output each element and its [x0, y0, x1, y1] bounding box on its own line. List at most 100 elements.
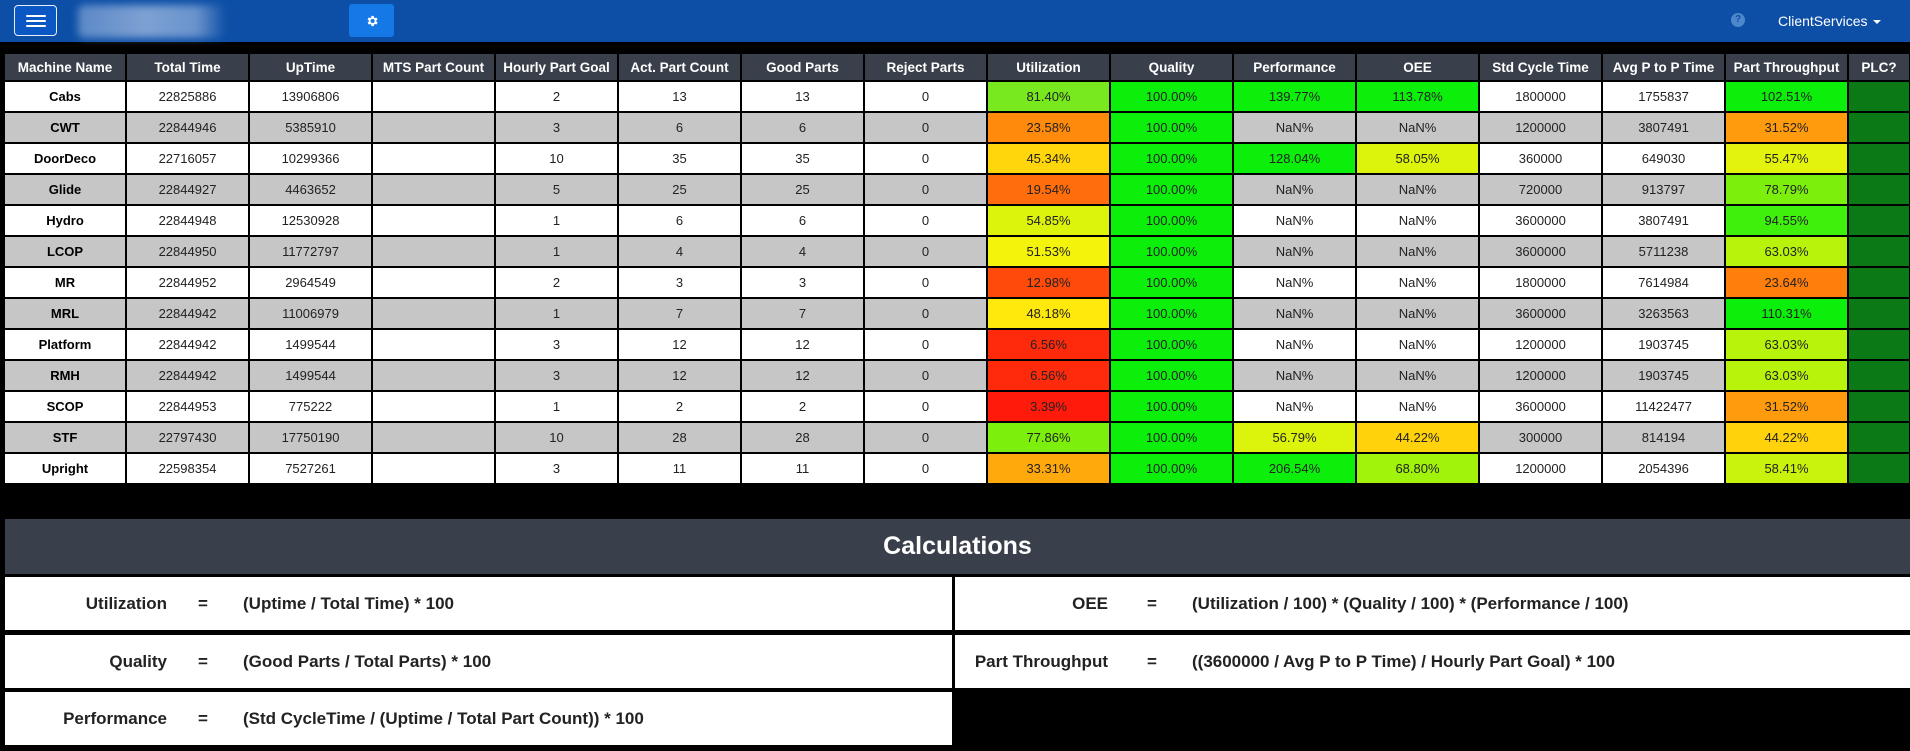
- machine-name-cell: SCOP: [5, 392, 125, 421]
- table-row: CWT 22844946 5385910 3 6 6 0 23.58% 100.00% NaN% N…: [5, 113, 1909, 142]
- machine-name-cell: Upright: [5, 454, 125, 483]
- uptime-cell: 17750190: [250, 423, 371, 452]
- column-header: Avg P to P Time: [1603, 54, 1724, 80]
- oee-cell: 68.80%: [1357, 454, 1478, 483]
- performance-cell: NaN%: [1234, 392, 1355, 421]
- user-menu-label: ClientServices: [1778, 13, 1868, 29]
- settings-button[interactable]: [349, 4, 394, 37]
- avg-p-to-p-time-cell: 814194: [1603, 423, 1724, 452]
- performance-cell: 56.79%: [1234, 423, 1355, 452]
- part-throughput-cell: 102.51%: [1726, 82, 1847, 111]
- reject-parts-cell: 0: [865, 454, 986, 483]
- quality-cell: 100.00%: [1111, 299, 1232, 328]
- performance-cell: NaN%: [1234, 206, 1355, 235]
- total-time-cell: 22844927: [127, 175, 248, 204]
- act-part-count-cell: 6: [619, 113, 740, 142]
- oee-cell: NaN%: [1357, 268, 1478, 297]
- mts-part-count-cell: [373, 423, 494, 452]
- uptime-cell: 4463652: [250, 175, 371, 204]
- reject-parts-cell: 0: [865, 423, 986, 452]
- oee-cell: NaN%: [1357, 113, 1478, 142]
- performance-cell: NaN%: [1234, 268, 1355, 297]
- calc-part-throughput: Part Throughput = ((3600000 / Avg P to P…: [955, 635, 1910, 688]
- avg-p-to-p-time-cell: 913797: [1603, 175, 1724, 204]
- hourly-part-goal-cell: 3: [496, 113, 617, 142]
- table-row: Hydro 22844948 12530928 1 6 6 0 54.85% 100.00% Na…: [5, 206, 1909, 235]
- quality-cell: 100.00%: [1111, 237, 1232, 266]
- part-throughput-cell: 63.03%: [1726, 361, 1847, 390]
- good-parts-cell: 4: [742, 237, 863, 266]
- machine-name-cell: MRL: [5, 299, 125, 328]
- calculations-title: Calculations: [5, 519, 1910, 574]
- utilization-cell: 6.56%: [988, 330, 1109, 359]
- machine-name-cell: DoorDeco: [5, 144, 125, 173]
- table-row: Upright 22598354 7527261 3 11 11 0 33.31% 100.00…: [5, 454, 1909, 483]
- performance-cell: 206.54%: [1234, 454, 1355, 483]
- quality-cell: 100.00%: [1111, 206, 1232, 235]
- avg-p-to-p-time-cell: 1755837: [1603, 82, 1724, 111]
- hamburger-icon: [26, 15, 46, 17]
- table-row: Cabs 22825886 13906806 2 13 13 0 81.40% 100.00% 1…: [5, 82, 1909, 111]
- reject-parts-cell: 0: [865, 361, 986, 390]
- hourly-part-goal-cell: 10: [496, 423, 617, 452]
- part-throughput-cell: 58.41%: [1726, 454, 1847, 483]
- oee-cell: 113.78%: [1357, 82, 1478, 111]
- hourly-part-goal-cell: 3: [496, 330, 617, 359]
- calc-label: Performance: [63, 709, 167, 728]
- oee-cell: NaN%: [1357, 361, 1478, 390]
- machine-name-cell: MR: [5, 268, 125, 297]
- calc-quality: Quality = (Good Parts / Total Parts) * 1…: [5, 635, 952, 688]
- user-menu-dropdown[interactable]: ClientServices: [1778, 13, 1882, 29]
- calc-label: Part Throughput: [974, 652, 1108, 671]
- hamburger-menu-button[interactable]: [14, 5, 57, 36]
- good-parts-cell: 2: [742, 392, 863, 421]
- reject-parts-cell: 0: [865, 144, 986, 173]
- std-cycle-time-cell: 3600000: [1480, 299, 1601, 328]
- table-header-row: Machine Name Total Time UpTime MTS Part Cou…: [5, 54, 1909, 80]
- machine-name-cell: Hydro: [5, 206, 125, 235]
- calc-formula: (Std CycleTime / (Uptime / Total Part Co…: [243, 709, 644, 728]
- part-throughput-cell: 78.79%: [1726, 175, 1847, 204]
- std-cycle-time-cell: 1200000: [1480, 113, 1601, 142]
- column-header: Performance: [1234, 54, 1355, 80]
- plc-status-cell: [1849, 454, 1909, 483]
- plc-status-cell: [1849, 423, 1909, 452]
- avg-p-to-p-time-cell: 1903745: [1603, 361, 1724, 390]
- calc-equals: =: [198, 594, 208, 613]
- machine-name-cell: Glide: [5, 175, 125, 204]
- column-header: Total Time: [127, 54, 248, 80]
- hourly-part-goal-cell: 1: [496, 392, 617, 421]
- table-row: Platform 22844942 1499544 3 12 12 0 6.56% 100.00…: [5, 330, 1909, 359]
- table-row: SCOP 22844953 775222 1 2 2 0 3.39% 100.00% NaN% Na…: [5, 392, 1909, 421]
- good-parts-cell: 12: [742, 361, 863, 390]
- plc-status-cell: [1849, 392, 1909, 421]
- performance-cell: NaN%: [1234, 361, 1355, 390]
- hourly-part-goal-cell: 2: [496, 268, 617, 297]
- plc-status-cell: [1849, 113, 1909, 142]
- act-part-count-cell: 13: [619, 82, 740, 111]
- part-throughput-cell: 63.03%: [1726, 330, 1847, 359]
- utilization-cell: 6.56%: [988, 361, 1109, 390]
- quality-cell: 100.00%: [1111, 423, 1232, 452]
- part-throughput-cell: 94.55%: [1726, 206, 1847, 235]
- avg-p-to-p-time-cell: 3263563: [1603, 299, 1724, 328]
- total-time-cell: 22598354: [127, 454, 248, 483]
- avg-p-to-p-time-cell: 2054396: [1603, 454, 1724, 483]
- table-row: STF 22797430 17750190 10 28 28 0 77.86% 100.00% 5…: [5, 423, 1909, 452]
- machine-name-cell: RMH: [5, 361, 125, 390]
- help-icon[interactable]: ?: [1731, 13, 1745, 27]
- uptime-cell: 1499544: [250, 361, 371, 390]
- hourly-part-goal-cell: 5: [496, 175, 617, 204]
- column-header: OEE: [1357, 54, 1478, 80]
- performance-cell: NaN%: [1234, 175, 1355, 204]
- total-time-cell: 22797430: [127, 423, 248, 452]
- mts-part-count-cell: [373, 330, 494, 359]
- part-throughput-cell: 44.22%: [1726, 423, 1847, 452]
- act-part-count-cell: 11: [619, 454, 740, 483]
- machine-name-cell: STF: [5, 423, 125, 452]
- utilization-cell: 51.53%: [988, 237, 1109, 266]
- mts-part-count-cell: [373, 361, 494, 390]
- oee-cell: 44.22%: [1357, 423, 1478, 452]
- total-time-cell: 22844948: [127, 206, 248, 235]
- quality-cell: 100.00%: [1111, 392, 1232, 421]
